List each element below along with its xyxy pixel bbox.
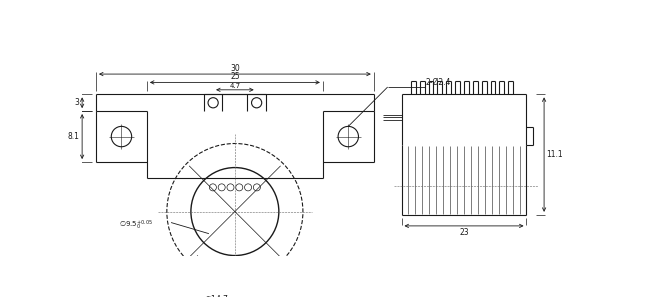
Text: 11.1: 11.1 bbox=[547, 150, 563, 159]
Text: 30: 30 bbox=[230, 64, 240, 73]
Text: 25: 25 bbox=[230, 72, 240, 81]
Text: 4.7: 4.7 bbox=[229, 83, 240, 89]
Text: 23: 23 bbox=[459, 228, 469, 237]
Text: 2-Ø2.4: 2-Ø2.4 bbox=[426, 78, 451, 86]
Text: $\varnothing$14.7: $\varnothing$14.7 bbox=[204, 293, 229, 297]
Text: $\varnothing$9.5$^{+0.05}_{0}$: $\varnothing$9.5$^{+0.05}_{0}$ bbox=[119, 219, 153, 232]
Text: 8.1: 8.1 bbox=[68, 132, 79, 141]
Text: 3: 3 bbox=[74, 98, 79, 107]
